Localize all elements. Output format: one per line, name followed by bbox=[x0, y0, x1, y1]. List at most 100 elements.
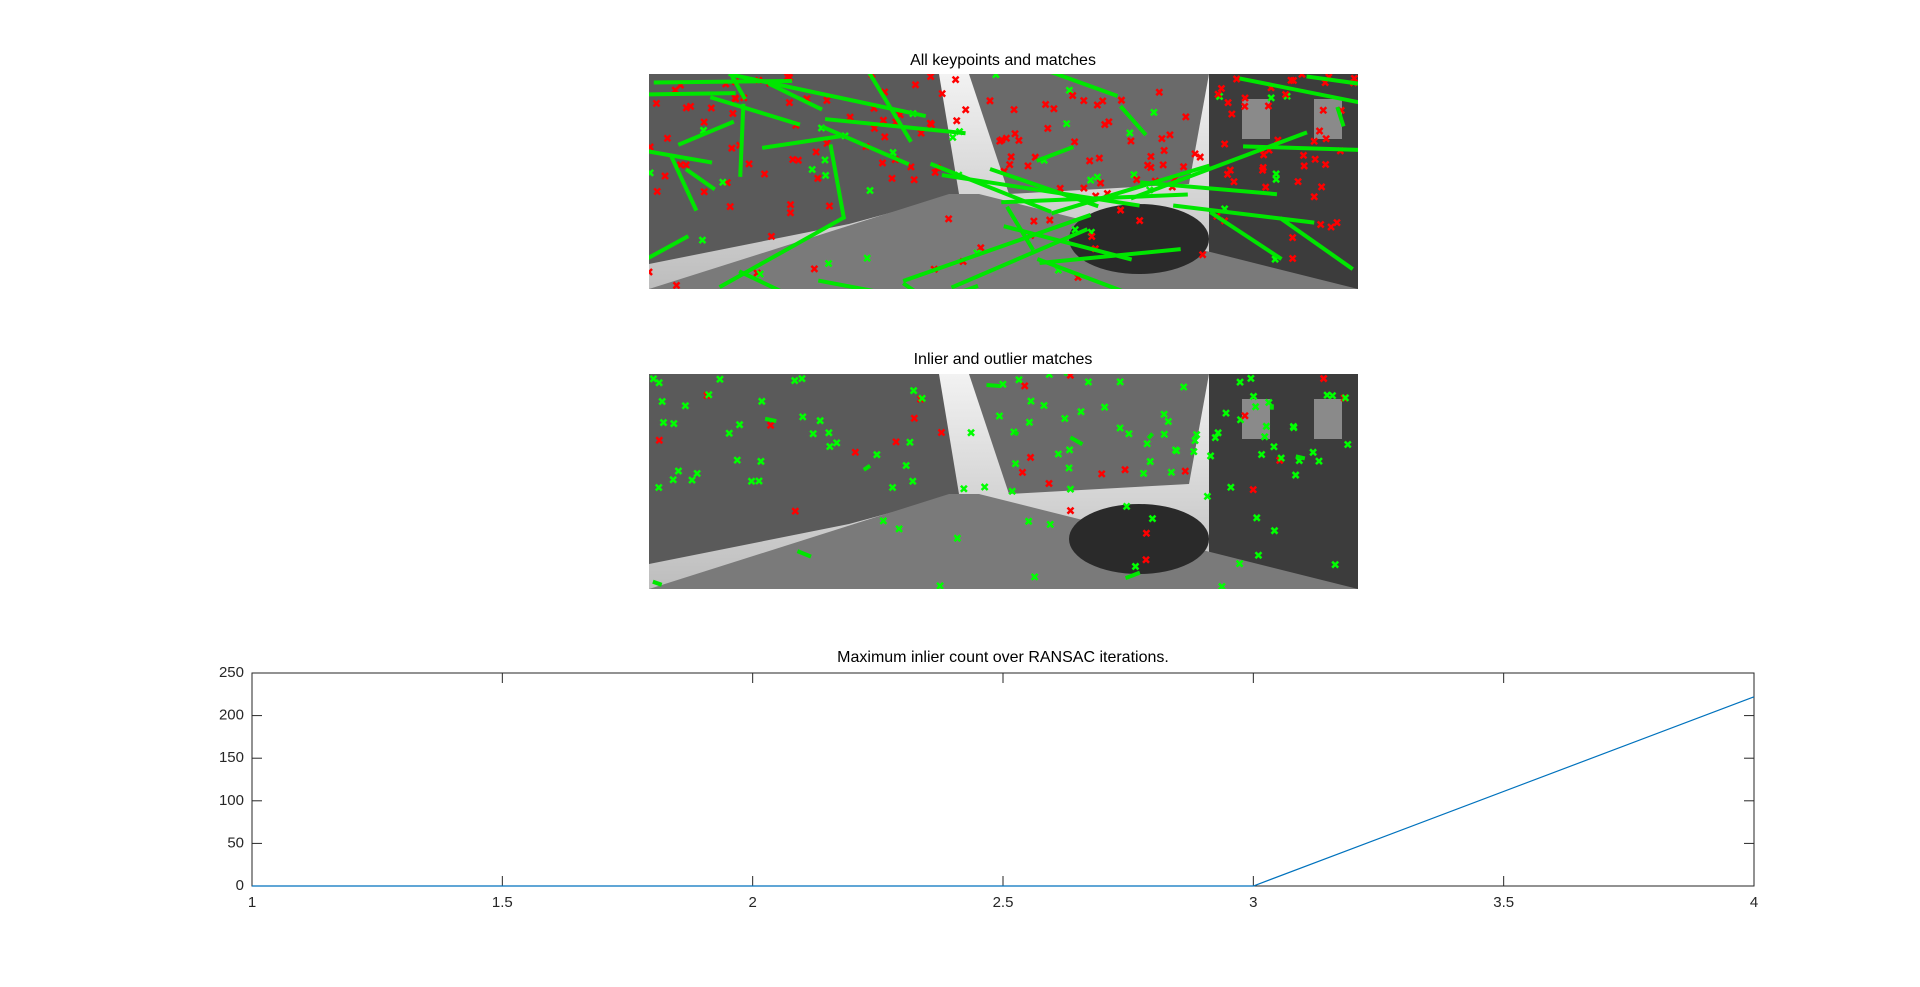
photo bbox=[649, 374, 1358, 589]
keypoint bbox=[659, 418, 668, 427]
keypoint bbox=[1116, 378, 1125, 386]
keypoint bbox=[1085, 157, 1094, 165]
y-tick-label: 50 bbox=[227, 834, 244, 851]
keypoint bbox=[1054, 450, 1063, 458]
keypoint bbox=[824, 428, 833, 437]
keypoint bbox=[1045, 216, 1054, 224]
keypoint bbox=[1343, 440, 1352, 449]
match-line bbox=[1001, 192, 1188, 205]
keypoint bbox=[1341, 394, 1350, 402]
keypoint bbox=[995, 412, 1004, 420]
keypoint bbox=[649, 268, 653, 276]
keypoint bbox=[757, 397, 766, 406]
keypoint bbox=[1005, 160, 1014, 169]
keypoint bbox=[1125, 429, 1133, 438]
keypoint bbox=[1087, 232, 1096, 241]
keypoint bbox=[1192, 430, 1201, 439]
keypoint bbox=[812, 148, 821, 156]
y-tick-label: 100 bbox=[219, 792, 244, 809]
keypoint bbox=[1251, 402, 1260, 411]
keypoint bbox=[1321, 160, 1330, 169]
keypoint bbox=[878, 159, 887, 167]
keypoint bbox=[1160, 430, 1169, 439]
photo bbox=[649, 74, 1358, 289]
keypoint bbox=[1066, 506, 1075, 515]
keypoint bbox=[1247, 374, 1255, 383]
keypoint bbox=[926, 74, 935, 81]
keypoint bbox=[1077, 407, 1085, 416]
keypoint bbox=[824, 259, 833, 268]
keypoint bbox=[757, 457, 765, 466]
match-line bbox=[902, 213, 1092, 283]
keypoint bbox=[1010, 105, 1018, 114]
keypoint bbox=[961, 105, 970, 114]
keypoint bbox=[798, 374, 806, 383]
keypoint bbox=[907, 163, 915, 171]
keypoint bbox=[747, 477, 756, 486]
x-tick-label: 3 bbox=[1249, 894, 1257, 911]
match-line bbox=[1335, 106, 1346, 127]
keypoint bbox=[1181, 467, 1190, 475]
keypoint bbox=[995, 137, 1004, 145]
match-line bbox=[929, 161, 1052, 214]
keypoint bbox=[785, 98, 794, 107]
keypoint bbox=[1179, 383, 1188, 391]
keypoint bbox=[1333, 218, 1341, 227]
keypoint bbox=[681, 401, 690, 410]
keypoint bbox=[1040, 401, 1048, 410]
keypoint bbox=[1249, 392, 1258, 401]
keypoint bbox=[825, 442, 834, 451]
keypoint bbox=[1100, 403, 1109, 412]
keypoint bbox=[1191, 436, 1199, 445]
keypoint bbox=[726, 202, 735, 211]
keypoint bbox=[798, 413, 807, 421]
keypoint bbox=[1289, 423, 1298, 432]
match-line bbox=[1124, 570, 1141, 580]
keypoint bbox=[1310, 137, 1319, 146]
keypoint bbox=[1294, 177, 1302, 186]
keypoint bbox=[937, 428, 946, 437]
keypoint bbox=[895, 524, 903, 533]
keypoint bbox=[825, 202, 834, 210]
keypoint bbox=[1179, 162, 1188, 171]
keypoint bbox=[1065, 86, 1074, 95]
keypoint bbox=[1020, 382, 1029, 390]
keypoint bbox=[809, 429, 818, 438]
keypoint bbox=[655, 436, 664, 445]
keypoint bbox=[1015, 375, 1023, 384]
keypoint bbox=[688, 476, 696, 485]
keypoint bbox=[1230, 177, 1238, 186]
keypoint bbox=[1211, 433, 1220, 442]
keypoint bbox=[1167, 468, 1176, 477]
keypoint bbox=[1084, 378, 1093, 386]
keypoint bbox=[1300, 162, 1309, 170]
y-tick-label: 200 bbox=[219, 707, 244, 724]
keypoint bbox=[1241, 94, 1249, 102]
keypoint bbox=[1227, 110, 1236, 118]
keypoint bbox=[1060, 414, 1069, 423]
keypoint bbox=[652, 99, 661, 108]
keypoint bbox=[1299, 151, 1308, 160]
keypoint bbox=[879, 517, 888, 525]
keypoint bbox=[733, 456, 742, 465]
keypoint bbox=[1260, 432, 1269, 441]
match-line bbox=[709, 95, 801, 127]
keypoint bbox=[1066, 485, 1075, 493]
panel-title: Inlier and outlier matches bbox=[914, 351, 1093, 368]
keypoint bbox=[821, 156, 829, 164]
keypoint bbox=[1196, 153, 1205, 161]
keypoint bbox=[1050, 104, 1058, 113]
keypoint bbox=[1232, 75, 1241, 83]
keypoint bbox=[823, 96, 831, 105]
keypoint bbox=[1122, 502, 1131, 511]
keypoint bbox=[926, 119, 935, 128]
keypoint bbox=[952, 116, 961, 125]
keypoint bbox=[953, 534, 962, 543]
keypoint bbox=[1272, 170, 1280, 178]
keypoint bbox=[1139, 469, 1148, 478]
match-line bbox=[1035, 145, 1075, 163]
keypoint bbox=[879, 116, 888, 125]
match-line bbox=[652, 579, 663, 587]
y-tick-label: 0 bbox=[236, 877, 244, 894]
keypoint bbox=[1252, 513, 1261, 522]
